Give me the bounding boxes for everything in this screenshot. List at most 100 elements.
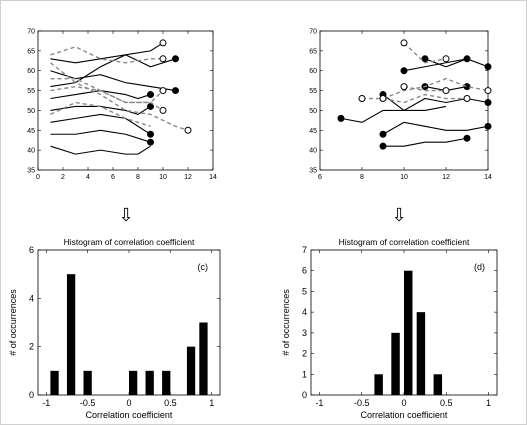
histogram-bar — [433, 374, 443, 395]
histogram-bar — [66, 274, 76, 395]
x-tick-label: 6 — [318, 174, 322, 181]
series-end-marker — [147, 130, 154, 138]
histogram-d: Histogram of correlation coefficient (d) -… — [281, 237, 498, 420]
y-tick-label: 45 — [309, 128, 317, 135]
solid-series-line — [383, 137, 468, 147]
x-axis-label: Correlation coefficient — [361, 410, 448, 420]
series-start-marker — [358, 95, 366, 103]
dashed-series-line — [50, 85, 164, 104]
y-tick-label: 40 — [27, 148, 35, 155]
series-end-marker — [463, 95, 471, 103]
solid-series-line — [382, 121, 489, 135]
series-end-marker — [147, 91, 154, 99]
y-tick-label: 6 — [29, 245, 34, 255]
y-tick-label: 50 — [309, 108, 317, 115]
y-tick-label: 2 — [302, 349, 307, 359]
x-axis-label: Correlation coefficient — [86, 410, 173, 420]
histogram-bar — [391, 332, 400, 395]
y-tick-label: 4 — [302, 307, 307, 317]
x-tick-label: 14 — [209, 174, 217, 181]
series-end-marker — [172, 87, 179, 95]
y-tick-label: 40 — [309, 148, 317, 155]
series-start-marker — [379, 130, 387, 138]
y-tick-label: 55 — [309, 88, 317, 95]
x-tick-label: 0 — [401, 398, 406, 408]
histogram-title: Histogram of correlation coefficient — [64, 237, 195, 247]
x-tick-label: 4 — [86, 174, 90, 181]
series-start-marker — [337, 114, 345, 122]
x-tick-label: -1 — [42, 398, 50, 408]
line-plot-top-right: 6 8 10 12 14 35 40 45 50 55 60 65 70 — [309, 29, 492, 182]
down-arrow-icon-right: ⇩ — [391, 205, 406, 225]
y-tick-label: 7 — [302, 245, 307, 255]
series-end-marker — [463, 134, 471, 142]
series-end-marker — [159, 39, 167, 47]
solid-series-line — [403, 58, 489, 72]
y-tick-label: 45 — [27, 128, 35, 135]
histogram-bar — [404, 270, 413, 395]
solid-series-line — [50, 113, 151, 135]
solid-series-line — [382, 94, 489, 112]
histogram-title: Histogram of correlation coefficient — [339, 237, 470, 247]
histogram-bar — [186, 346, 196, 395]
y-tick-label: 70 — [309, 29, 317, 36]
x-tick-label: 10 — [159, 174, 167, 181]
x-tick-label: 0 — [36, 174, 40, 181]
line-plot-top-left: 0 2 4 6 8 10 12 14 35 40 45 50 55 60 65 70 — [27, 29, 217, 182]
histogram-bar — [50, 370, 59, 395]
y-tick-label: 65 — [309, 48, 317, 55]
series-start-marker — [421, 55, 429, 63]
histogram-bar — [199, 322, 208, 395]
y-axis-label: # of occurrences — [8, 289, 18, 356]
panel-label: (c) — [198, 262, 209, 272]
series-end-marker — [484, 87, 492, 95]
series-end-marker — [172, 55, 179, 63]
x-tick-label: -0.5 — [80, 398, 96, 408]
solid-series-line — [50, 90, 151, 100]
histogram-bar — [83, 370, 92, 395]
series-end-marker — [484, 122, 492, 130]
series-start-marker — [400, 67, 408, 75]
series-end-marker — [484, 63, 492, 71]
x-tick-label: 1 — [486, 398, 491, 408]
x-tick-label: 6 — [111, 174, 115, 181]
x-tick-label: 1 — [209, 398, 214, 408]
y-tick-label: 50 — [27, 108, 35, 115]
plot-area — [319, 30, 489, 171]
series-start-marker — [379, 95, 387, 103]
dashed-series-line — [50, 46, 163, 64]
x-tick-label: 2 — [61, 174, 65, 181]
solid-series-line — [50, 129, 151, 143]
series-end-marker — [484, 98, 492, 106]
y-tick-label: 65 — [27, 48, 35, 55]
x-tick-label: 10 — [400, 174, 408, 181]
plot-area — [37, 30, 214, 171]
dashed-series-line — [403, 42, 447, 64]
solid-series-line — [340, 105, 447, 123]
y-tick-label: 70 — [27, 29, 35, 36]
solid-series-line — [50, 105, 151, 116]
y-tick-label: 1 — [302, 369, 307, 379]
series-start-marker — [379, 142, 387, 150]
histogram-bar — [129, 370, 138, 395]
y-tick-label: 6 — [302, 266, 307, 276]
series-end-marker — [159, 87, 167, 95]
x-tick-label: 8 — [360, 174, 364, 181]
series-end-marker — [184, 126, 192, 134]
x-tick-label: 14 — [484, 174, 492, 181]
x-tick-label: 12 — [184, 174, 192, 181]
histogram-bar — [145, 370, 154, 395]
y-tick-label: 0 — [29, 390, 34, 400]
dashed-series-line — [403, 85, 446, 92]
dashed-series-line — [50, 62, 189, 131]
series-end-marker — [159, 55, 167, 63]
series-end-marker — [159, 106, 167, 114]
series-end-marker — [463, 83, 471, 91]
series-start-marker — [400, 39, 408, 47]
y-tick-label: 35 — [309, 168, 317, 175]
y-tick-label: 4 — [29, 293, 34, 303]
y-tick-label: 60 — [309, 68, 317, 75]
x-tick-label: 8 — [136, 174, 140, 181]
histogram-c: Histogram of correlation coefficient (c) -… — [8, 237, 221, 420]
x-tick-label: -1 — [315, 398, 323, 408]
